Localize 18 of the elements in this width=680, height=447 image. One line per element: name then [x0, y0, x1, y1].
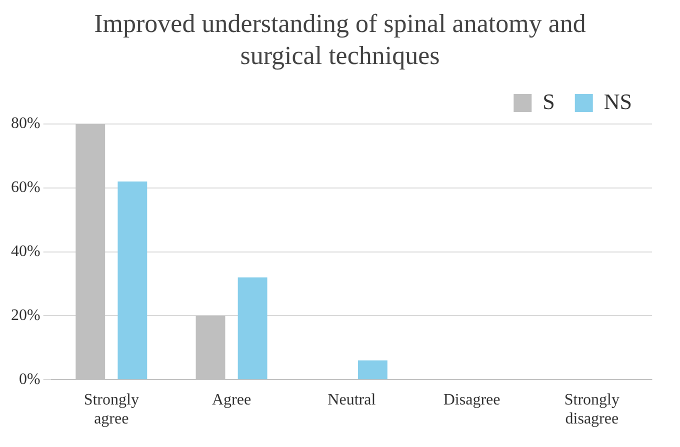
chart-title: Improved understanding of spinal anatomy and surgical techniques	[93, 8, 587, 72]
y-tick-label: 60%	[11, 179, 40, 196]
x-tick-label: Agree	[212, 391, 252, 408]
y-tick-label: 40%	[11, 243, 40, 260]
y-tick-label: 20%	[11, 306, 40, 324]
bar	[118, 182, 148, 380]
x-tick-label: Disagree	[443, 391, 500, 408]
bar	[238, 277, 268, 380]
legend-label: S	[542, 88, 555, 114]
x-tick-label: Strongly agree	[84, 391, 139, 428]
x-tick-label: Strongly disagree	[564, 391, 620, 428]
bar	[358, 360, 388, 380]
legend-label: NS	[604, 88, 632, 114]
x-tick-label: Neutral	[328, 391, 376, 408]
bar	[196, 316, 226, 380]
y-tick-label: 0%	[19, 370, 40, 388]
bar	[76, 124, 106, 380]
y-tick-label: 80%	[11, 115, 40, 132]
